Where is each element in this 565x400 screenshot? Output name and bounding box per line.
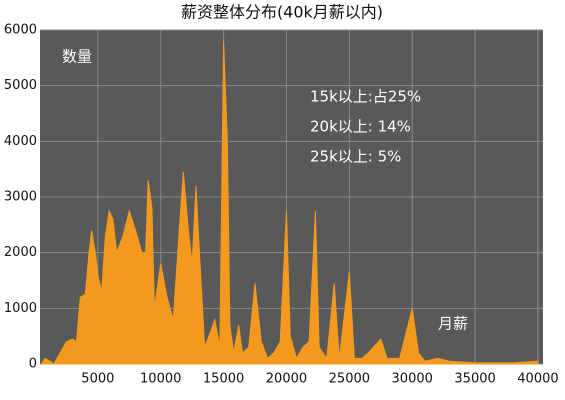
chart-title: 薪资整体分布(40k月薪以内): [181, 3, 383, 22]
annotation: 25k以上: 5%: [310, 148, 401, 166]
x-tick-label: 35000: [454, 372, 495, 387]
y-tick-label: 6000: [4, 23, 37, 38]
x-tick-label: 25000: [329, 372, 370, 387]
x-tick-label: 10000: [140, 372, 181, 387]
y-tick-label: 1000: [4, 301, 37, 316]
y-axis-label: 数量: [62, 48, 92, 66]
x-tick-label: 5000: [81, 372, 114, 387]
x-tick-label: 20000: [266, 372, 307, 387]
annotation: 20k以上: 14%: [310, 118, 411, 136]
x-tick-label: 30000: [392, 372, 433, 387]
y-tick-label: 5000: [4, 78, 37, 93]
y-tick-label: 2000: [4, 245, 37, 260]
x-tick-label: 15000: [203, 372, 244, 387]
y-tick-label: 4000: [4, 134, 37, 149]
x-tick-label: 40000: [517, 372, 558, 387]
y-tick-label: 3000: [4, 190, 37, 205]
area: [40, 41, 539, 365]
y-tick-label: 0: [29, 357, 37, 372]
annotation: 15k以上:占25%: [310, 88, 421, 106]
x-axis-label: 月薪: [438, 315, 468, 333]
